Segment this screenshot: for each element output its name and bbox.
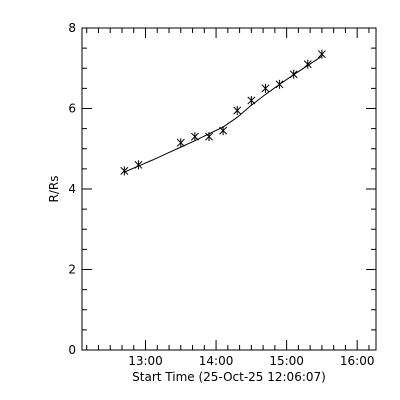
data-point	[233, 106, 242, 116]
tick-labels: 13:00 14:00 15:00 16:00 0 2 4 6 8	[68, 21, 374, 368]
data-point	[190, 132, 199, 142]
data-point-stroke	[233, 106, 242, 115]
data-point-stroke	[261, 84, 270, 93]
data-point-stroke	[176, 138, 185, 147]
data-point-stroke	[317, 50, 326, 59]
data-point-stroke	[190, 132, 199, 141]
data-point	[205, 132, 213, 142]
data-point-stroke	[120, 166, 129, 175]
plot-area	[120, 49, 326, 176]
y-tick-label: 0	[68, 343, 76, 357]
data-point-stroke	[134, 160, 143, 169]
data-point	[247, 95, 256, 105]
data-point-stroke	[303, 60, 312, 69]
x-axis-label: Start Time (25-Oct-25 12:06:07)	[132, 370, 326, 384]
x-tick-label: 15:00	[269, 354, 304, 368]
data-point	[275, 79, 284, 89]
data-point-stroke	[289, 70, 298, 79]
x-tick-label: 16:00	[340, 354, 375, 368]
data-point	[289, 69, 298, 79]
data-point	[120, 166, 129, 176]
y-tick-label: 8	[68, 21, 76, 35]
y-axis-label: R/Rs	[47, 176, 61, 203]
data-point	[303, 59, 312, 69]
x-tick-label: 14:00	[199, 354, 234, 368]
data-point	[219, 126, 228, 136]
data-point-stroke	[219, 126, 228, 135]
y-tick-label: 2	[68, 263, 76, 277]
x-tick-label: 13:00	[128, 354, 163, 368]
data-point-stroke	[205, 132, 213, 141]
data-point-stroke	[275, 80, 284, 89]
data-point-stroke	[247, 96, 256, 105]
tick-marks	[82, 27, 376, 351]
data-point	[176, 138, 185, 148]
y-tick-label: 4	[68, 182, 76, 196]
data-point	[261, 83, 270, 93]
data-point	[317, 49, 326, 59]
y-tick-label: 6	[68, 102, 76, 116]
data-point	[134, 160, 143, 170]
